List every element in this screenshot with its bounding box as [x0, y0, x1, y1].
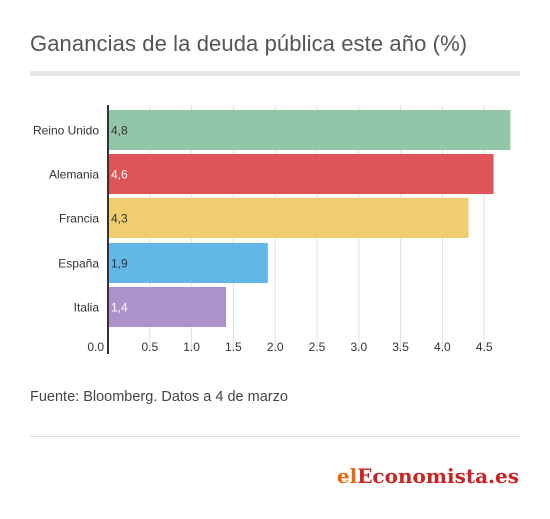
x-tick-label: 0.5: [141, 340, 158, 354]
bar-data-label: 1,4: [111, 301, 128, 315]
x-tick-labels: 0.0 0.5 1.0 1.5 2.0 2.5 3.0 3.5 4.0 4.5: [87, 340, 493, 354]
title-divider: [30, 71, 520, 76]
x-tick-label: 2.5: [309, 340, 326, 354]
category-label: Italia: [74, 301, 100, 315]
source-note: Fuente: Bloomberg. Datos a 4 de marzo: [30, 389, 288, 405]
x-tick-label: 3.0: [350, 340, 367, 354]
category-label: Reino Unido: [33, 124, 99, 138]
bar: [109, 110, 511, 150]
bar-data-label: 1,9: [111, 257, 128, 271]
eleconomista-logo[interactable]: elEconomista.es: [337, 464, 519, 488]
x-tick-label: 4.0: [434, 340, 451, 354]
x-tick-label: 0.0: [87, 340, 104, 354]
x-tick-label: 1.0: [183, 340, 200, 354]
bar: [109, 243, 268, 283]
logo-part-economista: Economista.es: [357, 464, 519, 488]
x-tick-label: 2.0: [267, 340, 284, 354]
x-tick-label: 1.5: [225, 340, 242, 354]
footer-divider: [30, 436, 520, 437]
category-label: España: [58, 257, 99, 271]
x-tick-label: 3.5: [392, 340, 409, 354]
chart-title: Ganancias de la deuda pública este año (…: [30, 31, 468, 56]
logo-part-el: el: [336, 464, 358, 488]
category-label: Francia: [59, 212, 99, 226]
bar: [109, 287, 227, 327]
data-labels: 4,8 4,6 4,3 1,9 1,4: [111, 124, 128, 315]
bars: [109, 110, 511, 327]
bar: [109, 198, 469, 238]
x-tick-label: 4.5: [476, 340, 493, 354]
bar-data-label: 4,3: [111, 212, 128, 226]
bar-data-label: 4,8: [111, 124, 128, 138]
bar-data-label: 4,6: [111, 168, 128, 182]
category-labels: Reino Unido Alemania Francia España Italia: [33, 124, 99, 315]
category-label: Alemania: [49, 168, 99, 182]
bar-chart: 4,8 4,6 4,3 1,9 1,4 Reino Unido Alemania Franc…: [33, 105, 511, 354]
bar: [109, 154, 494, 194]
